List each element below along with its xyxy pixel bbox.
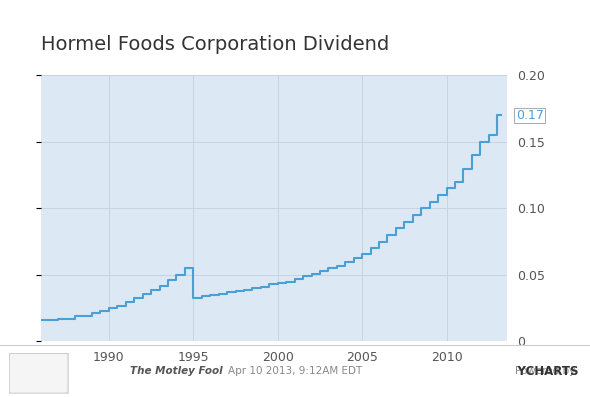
FancyBboxPatch shape [9, 353, 68, 393]
Text: YCHARTS: YCHARTS [435, 365, 578, 378]
Text: Hormel Foods Corporation Dividend: Hormel Foods Corporation Dividend [41, 35, 389, 54]
Text: Apr 10 2013, 9:12AM EDT: Apr 10 2013, 9:12AM EDT [228, 366, 362, 376]
Text: 0.17: 0.17 [516, 109, 543, 122]
Text: Powered by: Powered by [514, 366, 578, 376]
Text: The Motley Fool: The Motley Fool [130, 366, 222, 376]
